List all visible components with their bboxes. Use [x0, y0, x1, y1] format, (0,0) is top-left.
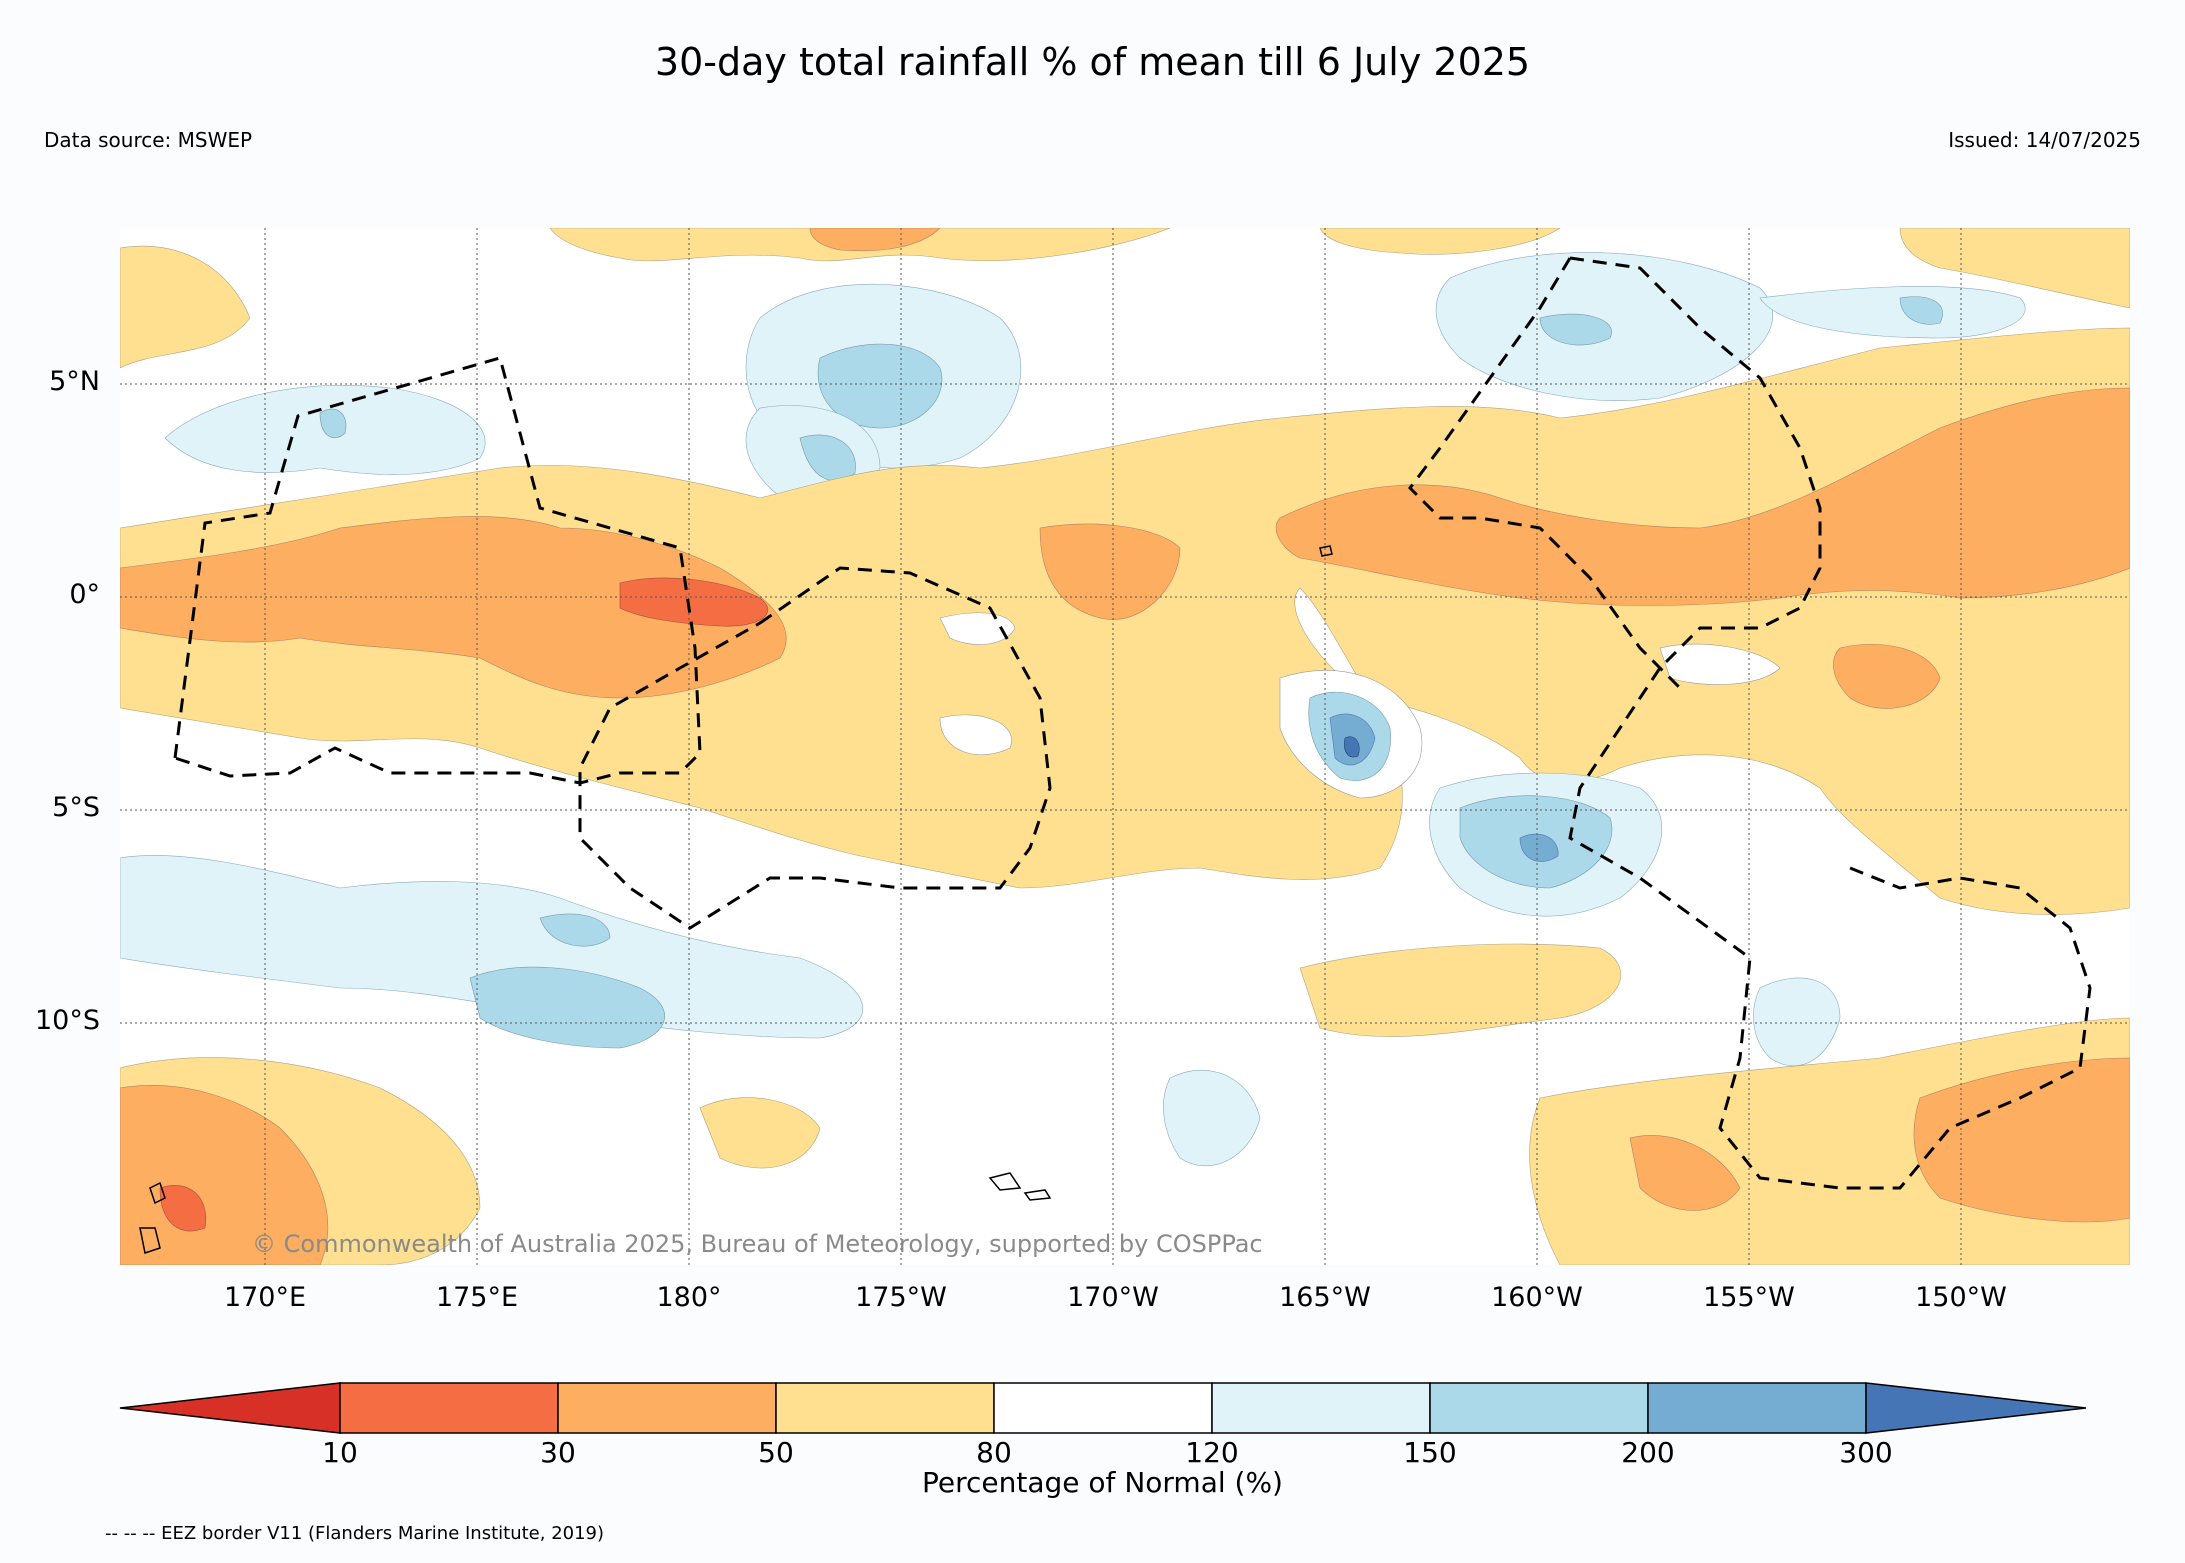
lat-label-5s: 5°S: [52, 792, 100, 823]
colorbar-tick-300: 300: [1839, 1436, 1893, 1469]
issued-date-label: Issued: 14/07/2025: [1948, 128, 2141, 152]
colorbar-bin-80-120: [993, 1382, 1213, 1434]
island-tokelau: [1319, 545, 1333, 557]
colorbar-tick-120: 120: [1185, 1436, 1239, 1469]
lat-label-10s: 10°S: [35, 1005, 100, 1036]
rain-region-120-south-3: [1753, 977, 1841, 1067]
rain-region-120-south-2: [1163, 1069, 1261, 1167]
lon-label-170w: 170°W: [1067, 1282, 1159, 1313]
colorbar-bin-200-300: [1647, 1382, 1867, 1434]
rain-region-200-central-2: [1519, 833, 1559, 862]
rain-region-30-equatorial: [619, 577, 769, 627]
rain-region-150-north-3: [799, 434, 856, 481]
copyright-notice: © Commonwealth of Australia 2025, Bureau…: [252, 1230, 1263, 1258]
rain-region-120-gap-2: [1659, 643, 1781, 685]
lon-label-175e: 175°E: [435, 1282, 519, 1313]
eez-border-kiribati-line-islands-2: [1408, 257, 1682, 690]
rainfall-map: [120, 228, 2130, 1265]
lon-label-170e: 170°E: [223, 1282, 307, 1313]
colorbar-bin-120-150: [1211, 1382, 1431, 1434]
rain-region-120-south-1: [120, 855, 863, 1039]
rain-region-300-central-1: [1344, 736, 1360, 758]
rain-region-80-top: [120, 245, 251, 369]
lat-label-0: 0°: [69, 579, 100, 610]
colorbar-bin-30-50: [557, 1382, 777, 1434]
colorbar-extend-low: [119, 1382, 341, 1434]
rain-region-80-equatorial: [120, 327, 2130, 915]
colorbar-tick-10: 10: [322, 1436, 358, 1469]
rain-region-150-north-4: [1539, 313, 1612, 346]
map-title: 30-day total rainfall % of mean till 6 J…: [654, 40, 1531, 84]
colorbar-tick-150: 150: [1403, 1436, 1457, 1469]
lon-label-165w: 165°W: [1279, 1282, 1371, 1313]
colorbar-title: Percentage of Normal (%): [922, 1466, 1283, 1499]
eez-borders: [173, 256, 2092, 1190]
graticule: [120, 228, 2130, 1265]
colorbar-extend-high: [1865, 1382, 2087, 1434]
rain-region-50-equatorial-4: [1833, 643, 1941, 709]
rain-region-120-gap-1: [939, 612, 1016, 645]
rain-region-150-north-1: [319, 408, 347, 438]
lon-label-155w: 155°W: [1703, 1282, 1795, 1313]
rain-region-50-south-2: [1913, 1057, 2130, 1223]
colorbar-tick-30: 30: [540, 1436, 576, 1469]
island-fiji-2: [139, 1227, 161, 1254]
eez-border-tuvalu-kiribati-west: [173, 356, 702, 785]
rain-region-80-south-3: [1299, 943, 1621, 1037]
colorbar-bin-10-30: [339, 1382, 559, 1434]
rain-region-80-south-2: [699, 1097, 821, 1169]
colorbar-tick-50: 50: [758, 1436, 794, 1469]
data-source-label: Data source: MSWEP: [44, 128, 253, 152]
rain-region-150-north-2: [817, 343, 943, 429]
colorbar-bin-150-200: [1429, 1382, 1649, 1434]
colorbar: [119, 1382, 2087, 1434]
rain-region-150-north-5: [1899, 296, 1943, 325]
lon-label-180: 180°: [656, 1282, 722, 1313]
colorbar-tick-200: 200: [1621, 1436, 1675, 1469]
rain-region-50-equatorial-2: [1039, 523, 1181, 620]
island-samoa-2: [1023, 1189, 1052, 1201]
rain-region-50-equatorial-1: [120, 516, 787, 699]
rain-region-50-south-3: [1629, 1135, 1741, 1211]
eez-legend-note: -- -- -- EEZ border V11 (Flanders Marine…: [105, 1523, 605, 1544]
rain-region-150-south-2: [539, 913, 611, 947]
lat-label-5n: 5°N: [49, 366, 100, 397]
lon-label-150w: 150°W: [1915, 1282, 2007, 1313]
rain-region-50-equatorial-3: [1275, 387, 2130, 606]
rain-region-150-south-1: [469, 966, 665, 1049]
lon-label-175w: 175°W: [855, 1282, 947, 1313]
colorbar-bin-50-80: [775, 1382, 995, 1434]
rain-region-120-gap-3: [939, 714, 1012, 755]
island-fiji-1: [149, 1181, 166, 1205]
lon-label-160w: 160°W: [1491, 1282, 1583, 1313]
rain-region-30-south-1: [159, 1185, 207, 1232]
island-samoa-1: [988, 1172, 1022, 1191]
eez-border-kiribati-phoenix: [578, 566, 1052, 930]
island-coastlines: [139, 545, 1333, 1254]
rain-region-50-top: [809, 228, 941, 252]
rain-region-120-north-5: [1759, 286, 2026, 339]
rain-region-80-top-4: [1899, 228, 2130, 309]
colorbar-tick-80: 80: [976, 1436, 1012, 1469]
